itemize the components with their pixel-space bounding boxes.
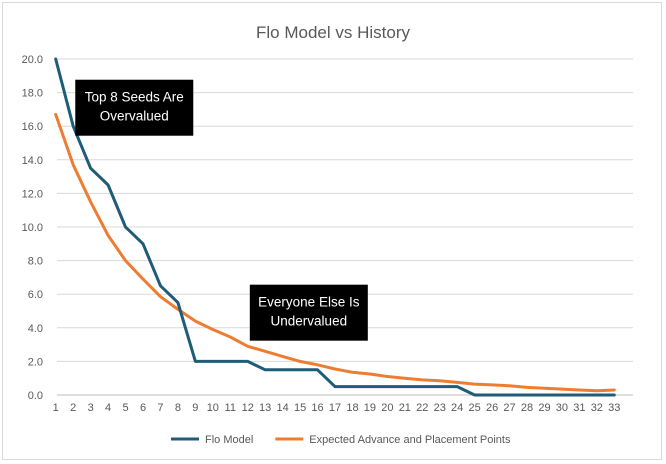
chart-frame: Flo Model vs History 0.0 2.0 4.0 6.0 8.0 10.0…	[2, 2, 662, 460]
series-lines	[54, 57, 616, 397]
x-tick-label: 29	[538, 402, 550, 414]
y-tick-label: 4.0	[28, 323, 43, 335]
x-tick-label: 22	[416, 402, 428, 414]
annotation-background	[75, 79, 194, 136]
x-tick-label: 14	[277, 402, 289, 414]
y-tick-label: 6.0	[28, 289, 43, 301]
annotation-text: Everyone Else Is	[258, 295, 360, 310]
y-tick-label: 14.0	[22, 155, 43, 167]
x-tick-label: 31	[573, 402, 585, 414]
x-tick-label: 21	[399, 402, 411, 414]
x-tick-label: 1	[53, 402, 59, 414]
annotation-text: Top 8 Seeds Are	[85, 90, 184, 105]
x-tick-label: 26	[486, 402, 498, 414]
x-tick-label: 30	[556, 402, 568, 414]
y-tick-label: 2.0	[28, 356, 43, 368]
series-line	[54, 57, 616, 397]
legend-label: Flo Model	[205, 434, 253, 446]
annotation-background	[249, 284, 368, 341]
x-tick-label: 6	[140, 402, 146, 414]
x-tick-label: 24	[451, 402, 463, 414]
series-line	[54, 112, 616, 393]
x-tick-label: 28	[521, 402, 533, 414]
chart-svg: Flo Model vs History 0.02.04.06.08.010.0…	[22, 23, 633, 446]
y-tick-labels: 0.0 2.0 4.0 6.0 8.0 10.0 12.0 14.0 16.0 18.0 20.0	[22, 54, 43, 402]
x-tick-label: 13	[259, 402, 271, 414]
annotation-text: Overvalued	[100, 109, 169, 124]
x-tick-label: 11	[225, 402, 236, 414]
x-tick-label: 12	[242, 402, 254, 414]
x-tick-label: 20	[381, 402, 393, 414]
x-tick-label: 25	[469, 402, 481, 414]
legend-entry: Expected Advance and Placement Points	[275, 434, 511, 446]
x-tick-label: 9	[192, 402, 198, 414]
chart-title: Flo Model vs History	[256, 23, 410, 42]
y-tick-label: 20.0	[22, 54, 43, 66]
legend: Flo Model Expected Advance and Placement …	[171, 434, 511, 446]
x-tick-label: 19	[364, 402, 376, 414]
y-tick-label: 18.0	[22, 88, 43, 100]
y-tick-label: 10.0	[22, 222, 43, 234]
annotation-box: Top 8 Seeds Are Overvalued	[75, 79, 194, 136]
x-tick-label: 10	[207, 402, 219, 414]
x-tick-label: 15	[294, 402, 306, 414]
x-tick-labels: 1 2 3 4 5 6 7 8 9 10 11 12 13 14 15 16 17 18 19 20 21 22 23 24 2…	[53, 402, 621, 414]
x-tick-label: 3	[88, 402, 94, 414]
annotations: Top 8 Seeds Are Overvalued Everyone Else I…	[75, 79, 368, 341]
y-tick-label: 0.0	[28, 390, 43, 402]
annotation-box: Everyone Else Is Undervalued	[249, 284, 368, 341]
y-tick-label: 12.0	[22, 188, 43, 200]
legend-entry: Flo Model	[171, 434, 253, 446]
x-tick-label: 7	[157, 402, 163, 414]
y-tick-label: 8.0	[28, 256, 43, 268]
x-tick-label: 33	[608, 402, 620, 414]
gridlines	[57, 58, 633, 396]
annotation-text: Undervalued	[271, 314, 348, 329]
legend-label: Expected Advance and Placement Points	[309, 434, 511, 446]
x-tick-label: 16	[311, 402, 323, 414]
x-tick-label: 18	[346, 402, 358, 414]
x-tick-label: 8	[175, 402, 181, 414]
x-tick-label: 23	[434, 402, 446, 414]
x-tick-label: 32	[591, 402, 603, 414]
x-tick-label: 17	[329, 402, 341, 414]
x-tick-label: 27	[503, 402, 515, 414]
x-tick-label: 2	[70, 402, 76, 414]
y-tick-label: 16.0	[22, 121, 43, 133]
x-tick-label: 5	[122, 402, 128, 414]
x-tick-label: 4	[105, 402, 111, 414]
